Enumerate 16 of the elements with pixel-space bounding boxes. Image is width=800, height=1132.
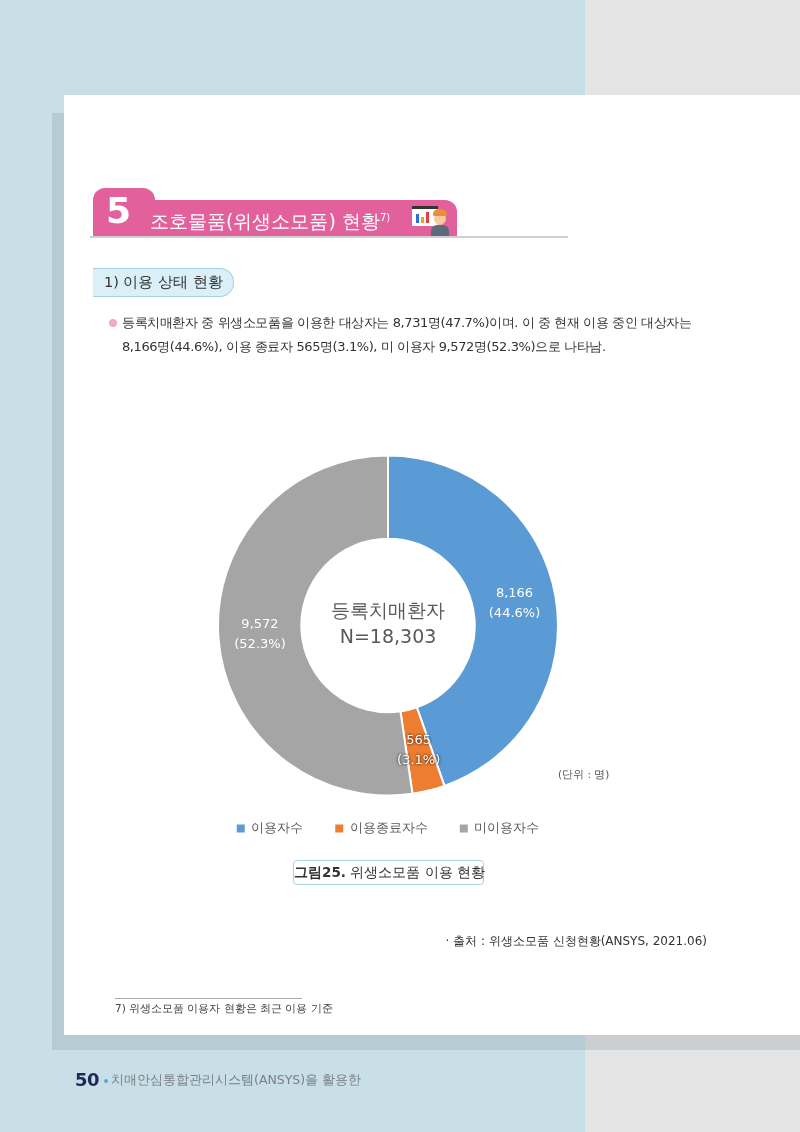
text: 등록치매환자 — [331, 599, 445, 622]
legend-label: 이용자수 — [251, 819, 304, 835]
data-label: 8,166 (44.6%) — [488, 585, 541, 621]
text: (단위 : 명) — [558, 768, 610, 782]
legend-label: 미이용자수 — [474, 819, 540, 835]
text: 등록치매환자 중 위생소모품을 이용한 대상자는 8,731명(47.7%)이며. 이 중 현재 이용 중인 대상자는 8,166명(44.6%), 이용 종료자 565명(3.1%), 미 이용자 9,572명(52.3%)으로 나타남. — [122, 314, 693, 356]
text: 치매안심통합관리시스템(ANSYS)을 활용한 — [111, 1071, 362, 1089]
legend-label: 이용종료자수 — [349, 819, 428, 835]
text: 50 — [75, 1068, 100, 1092]
text: 5 — [106, 189, 132, 233]
chart-title: 조호물품(위생소모품) 현황$^{7)}$ — [150, 209, 391, 235]
text: · 출처 : 위생소모품 신청현황(ANSYS, 2021.06) — [445, 933, 707, 950]
text: 7) 위생소모품 이용자 현황은 최근 이용 기준 — [115, 1002, 333, 1016]
data-label: 9,572 (52.3%) — [234, 616, 286, 652]
caption: 그림25. 위생소모품 이용 현황 — [293, 860, 485, 885]
text: N=18,303 — [339, 625, 437, 648]
